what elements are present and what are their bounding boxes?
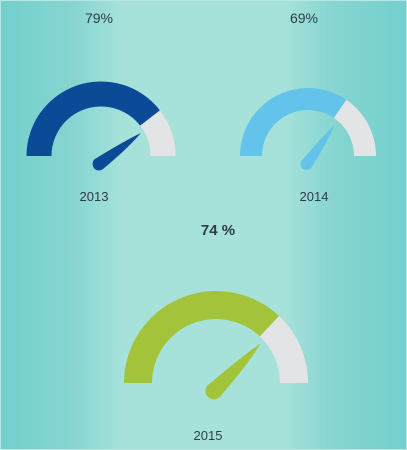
gauge-2015: 74 % 2015 (124, 222, 308, 443)
gauge-2015-needle (205, 343, 261, 400)
gauge-2013-fill (26, 81, 160, 156)
gauge-2014-needle (300, 125, 335, 170)
gauge-2015-fill (124, 291, 279, 383)
gauge-2015-value-label: 74 % (201, 222, 235, 239)
gauge-2014-value-label: 69% (290, 10, 318, 26)
gauge-2013-track (140, 110, 176, 156)
gauge-2013-needle (92, 133, 141, 171)
gauge-2014-fill (240, 88, 347, 156)
gauge-2013-value-label: 79% (85, 10, 113, 26)
gauge-2013-year-label: 2013 (80, 189, 109, 204)
gauge-2014-year-label: 2014 (300, 189, 329, 204)
gauge-2015-track (259, 315, 308, 383)
gauge-2014: 69% 2014 (240, 10, 376, 204)
gauge-2014-track (333, 99, 376, 156)
gauge-2013: 79% 2013 (26, 10, 176, 204)
gauge-2015-year-label: 2015 (194, 428, 223, 443)
